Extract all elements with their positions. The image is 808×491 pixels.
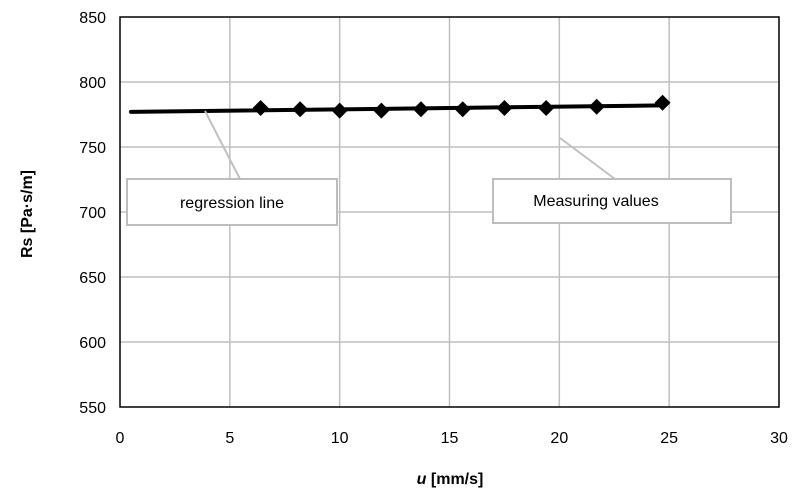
measuring-value-point — [412, 101, 429, 118]
x-tick-label: 10 — [331, 430, 349, 447]
x-axis-title: u [mm/s] — [417, 471, 484, 488]
y-tick-label: 750 — [79, 140, 106, 157]
y-tick-label: 850 — [79, 10, 106, 27]
x-tick-label: 20 — [550, 430, 568, 447]
x-axis-title-symbol: u — [417, 471, 427, 488]
measuring-value-point — [654, 94, 671, 111]
y-tick-label: 550 — [79, 400, 106, 417]
regression-line-leader — [204, 110, 241, 180]
measuring-value-point — [496, 100, 513, 116]
regression-line-callout-text: regression line — [180, 195, 284, 212]
regression-line-callout-box — [126, 178, 338, 226]
y-tick-label: 600 — [79, 335, 106, 352]
measuring-value-point — [454, 101, 471, 118]
plot-frame — [119, 16, 780, 408]
measuring-values-callout: Measuring values — [492, 178, 732, 224]
measuring-value-point — [331, 102, 348, 119]
measuring-values-series — [252, 94, 671, 119]
regression-line — [128, 103, 665, 114]
x-tick-label: 30 — [770, 430, 788, 447]
measuring-values-callout-box — [492, 178, 732, 224]
measuring-value-point — [373, 102, 390, 119]
y-tick-label: 800 — [79, 75, 106, 92]
x-axis-title-unit: [mm/s] — [426, 471, 483, 488]
y-tick-labels: 550 600 650 700 750 800 850 — [79, 10, 106, 417]
x-tick-label: 5 — [225, 430, 234, 447]
x-tick-label: 15 — [441, 430, 459, 447]
x-tick-label: 25 — [660, 430, 678, 447]
y-tick-label: 700 — [79, 205, 106, 222]
measuring-values-leader — [559, 137, 616, 180]
measuring-value-point — [252, 100, 269, 116]
measuring-value-point — [538, 100, 555, 116]
x-tick-labels: 0 5 10 15 20 25 30 — [116, 430, 788, 447]
y-axis-title: Rs [Pa·s/m] — [19, 170, 36, 258]
measuring-values-callout-text: Measuring values — [533, 193, 658, 210]
measuring-value-point — [292, 101, 309, 118]
y-tick-label: 650 — [79, 270, 106, 287]
measuring-value-point — [588, 98, 605, 115]
x-tick-label: 0 — [116, 430, 125, 447]
regression-line-callout: regression line — [126, 178, 338, 226]
regression-line-series — [128, 103, 665, 114]
